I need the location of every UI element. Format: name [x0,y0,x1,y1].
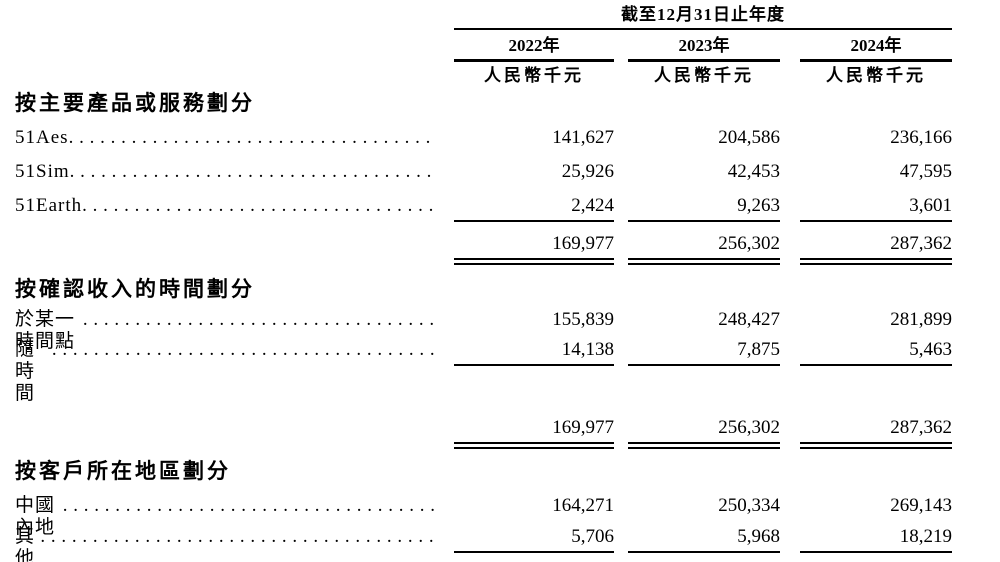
value-cell-2024: 47,595 [899,161,952,182]
row-label-cell: 51Earth [15,195,454,217]
value-cell-2022: 141,627 [552,127,614,148]
section-total-row: 169,977 256,302 287,362 [15,405,952,449]
dot-leader [63,495,436,517]
section-header-by-timing: 按確認收入的時間劃分 [15,277,255,301]
section-header-row: 按客戶所在地區劃分 [15,449,952,495]
year-header-2024: 2024年 [800,30,952,62]
dot-leader [70,161,436,183]
dot-leader [69,127,436,149]
row-label-cell: 隨時間 [15,339,454,405]
table-row-51earth: 51Earth 2,424 9,263 3,601 [15,195,952,222]
total-cell-2022: 169,977 [454,405,614,449]
value-cell-2023: 5,968 [628,526,780,553]
unit-label: 人民幣千元 [654,66,754,85]
dot-leader [83,309,436,331]
section-header-row: 按主要產品或服務劃分 [15,87,952,127]
value-cell-2023: 204,586 [718,127,780,148]
total-cell-2023: 256,302 [628,405,780,449]
year-header-row: 2022年 2023年 2024年 [15,30,952,62]
section-total-row: 169,977 256,302 287,362 [15,222,952,265]
value-cell-2024: 5,463 [800,339,952,366]
table-row-others: 其他 5,706 5,968 18,219 [15,526,952,562]
value-cell-2023: 7,875 [628,339,780,366]
period-header-row: 截至12月31日止年度 [15,2,952,30]
row-label: 51Earth [15,195,83,216]
value-cell-2024: 269,143 [890,495,952,516]
table-row-51sim: 51Sim 25,926 42,453 47,595 [15,161,952,195]
row-label-cell: 51Aes [15,127,454,149]
total-cell-2022: 169,977 [454,222,614,265]
value-cell-2023: 250,334 [718,495,780,516]
value-cell-2023: 248,427 [718,309,780,330]
dot-leader [40,526,436,548]
unit-label: 人民幣千元 [484,66,584,85]
unit-header-row: 人民幣千元 人民幣千元 人民幣千元 [15,62,952,87]
value-cell-2024: 18,219 [800,526,952,553]
value-cell-2023: 9,263 [628,195,780,222]
row-label: 其他 [15,526,36,562]
table-row-point-in-time: 於某一時間點 155,839 248,427 281,899 [15,309,952,352]
total-cell-2023: 256,302 [628,222,780,265]
dot-leader [52,339,436,361]
table-row-over-time: 隨時間 14,138 7,875 5,463 [15,339,952,405]
row-label-cell: 其他 [15,526,454,562]
value-cell-2023: 42,453 [727,161,780,182]
unit-label: 人民幣千元 [826,66,926,85]
value-cell-2022: 164,271 [552,495,614,516]
section-header-row: 按確認收入的時間劃分 [15,265,952,309]
period-header: 截至12月31日止年度 [454,2,952,30]
value-cell-2024: 281,899 [890,309,952,330]
row-label: 隨時間 [15,339,36,404]
table-row-51aes: 51Aes 141,627 204,586 236,166 [15,127,952,161]
value-cell-2022: 2,424 [454,195,614,222]
row-label: 51Sim [15,161,70,182]
section-header-by-region: 按客戶所在地區劃分 [15,459,231,483]
section-header-by-product: 按主要產品或服務劃分 [15,91,255,115]
row-label: 51Aes [15,127,69,148]
table-row-mainland-china: 中國內地 164,271 250,334 269,143 [15,495,952,538]
value-cell-2022: 14,138 [454,339,614,366]
dot-leader [82,195,436,217]
value-cell-2022: 25,926 [561,161,614,182]
year-header-2022: 2022年 [454,30,614,62]
year-header-2023: 2023年 [628,30,780,62]
value-cell-2024: 3,601 [800,195,952,222]
total-cell-2024: 287,362 [800,222,952,265]
total-cell-2024: 287,362 [800,405,952,449]
value-cell-2022: 155,839 [552,309,614,330]
value-cell-2024: 236,166 [890,127,952,148]
row-label-cell: 51Sim [15,161,454,183]
value-cell-2022: 5,706 [454,526,614,553]
